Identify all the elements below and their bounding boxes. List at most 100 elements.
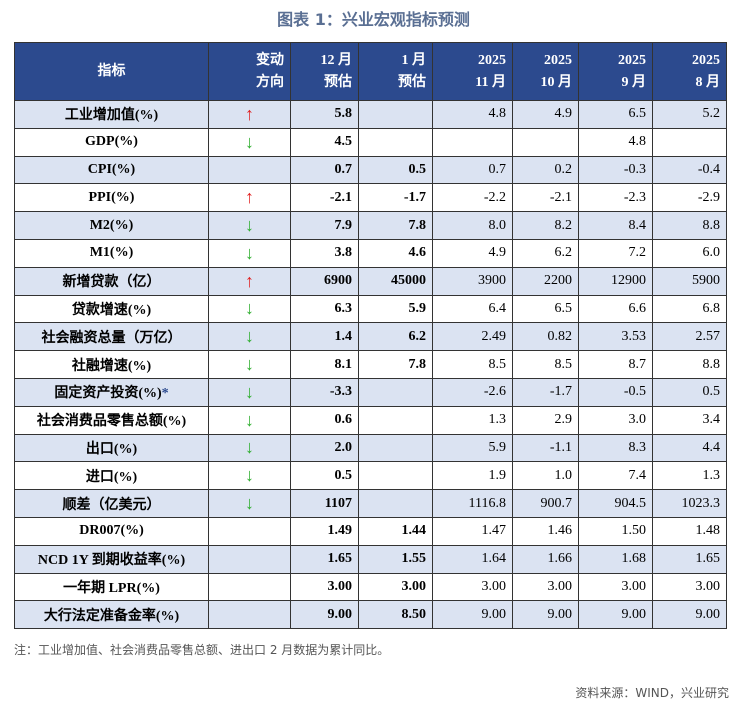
cell-text: 9.00 <box>621 606 647 622</box>
table-row: 顺差（亿美元） ↓ 1107 1116.8 900.7 904.5 1023.3 <box>14 489 727 518</box>
table-cell: 12900 <box>578 266 653 296</box>
table-cell: -1.7 <box>358 183 433 213</box>
header-row: 指标 变动 方向 12 月预估 1 月预估 2025 11 月 2025 10 月 2025 9 月… <box>14 42 727 101</box>
table-cell: 0.5 <box>290 461 359 491</box>
cell-text: 工业增加值(%) <box>64 108 159 124</box>
table-cell: 8.5 <box>432 350 513 379</box>
table-cell: 9.00 <box>652 600 727 630</box>
table-cell <box>358 489 433 518</box>
cell-text: 3.53 <box>621 328 647 344</box>
table-cell: 6.3 <box>290 294 359 324</box>
cell-text: 社融增速(%) <box>71 358 152 374</box>
direction-arrow: ↑ <box>245 187 254 208</box>
table-cell: 1.64 <box>432 544 513 574</box>
table-cell: 新增贷款（亿） <box>14 266 209 296</box>
table-cell: PPI(%) <box>14 183 209 213</box>
cell-text: 固定资产投资(%) <box>54 386 162 402</box>
table-cell: -3.3 <box>290 377 359 407</box>
cell-text: 9.00 <box>547 606 573 622</box>
header-text: 2025 <box>544 52 572 68</box>
cell-text: -2.6 <box>483 384 506 400</box>
cell-text: 0.5 <box>702 384 721 400</box>
cell-text: 新增贷款（亿） <box>62 275 161 291</box>
cell-text: PPI(%) <box>88 189 135 205</box>
table-cell: 3.00 <box>512 572 579 602</box>
table-cell: 9.00 <box>512 600 579 630</box>
table-cell: 0.82 <box>512 322 579 352</box>
cell-text: 7.8 <box>408 217 427 233</box>
cell-text: -1.7 <box>549 384 572 400</box>
cell-text: 6.4 <box>488 300 507 316</box>
table-cell: ↑ <box>208 266 291 296</box>
table-cell <box>432 127 513 157</box>
table-cell: 3.00 <box>578 572 653 602</box>
cell-text: 1.55 <box>401 551 427 567</box>
table-cell: 社会消费品零售总额(%) <box>14 405 209 435</box>
header-cell: 指标 <box>14 42 209 101</box>
cell-text: 4.9 <box>488 245 507 261</box>
direction-arrow: ↓ <box>245 298 254 319</box>
cell-text: 3.8 <box>334 245 353 261</box>
cell-text: 4.6 <box>408 245 427 261</box>
forecast-table: 指标 变动 方向 12 月预估 1 月预估 2025 11 月 2025 10 月 2025 9 月… <box>14 42 727 630</box>
cell-text: CPI(%) <box>87 161 136 177</box>
table-cell: 4.8 <box>432 100 513 129</box>
table-cell: 3900 <box>432 266 513 296</box>
cell-text: 2.57 <box>695 328 721 344</box>
header-cell: 变动 方向 <box>208 42 291 101</box>
table-row: GDP(%) ↓ 4.5 4.8 <box>14 127 727 157</box>
table-cell <box>358 405 433 435</box>
table-cell: 4.6 <box>358 238 433 268</box>
cell-text: -2.1 <box>549 189 572 205</box>
table-cell: 8.3 <box>578 433 653 463</box>
table-cell: 3.00 <box>432 572 513 602</box>
table-cell: 9.00 <box>290 600 359 630</box>
cell-text: 4.4 <box>702 439 721 455</box>
cell-text: 1.0 <box>554 467 573 483</box>
cell-text: 4.9 <box>554 106 573 122</box>
table-cell <box>512 127 579 157</box>
footnote-mark: * <box>161 386 169 402</box>
table-row: 一年期 LPR(%) 3.00 3.00 3.00 3.00 3.00 3.00 <box>14 572 727 602</box>
cell-text: 7.2 <box>628 245 647 261</box>
table-cell: 2.57 <box>652 322 727 352</box>
cell-text: 8.3 <box>628 439 647 455</box>
table-cell: -0.4 <box>652 155 727 185</box>
cell-text: -1.7 <box>403 189 426 205</box>
table-cell: 2.9 <box>512 405 579 435</box>
table-cell: ↓ <box>208 127 291 157</box>
table-cell: 2200 <box>512 266 579 296</box>
header-cell: 2025 10 月 <box>512 42 579 101</box>
cell-text: 8.5 <box>554 356 573 372</box>
table-row: 社会消费品零售总额(%) ↓ 0.6 1.3 2.9 3.0 3.4 <box>14 405 727 435</box>
table-cell: 0.6 <box>290 405 359 435</box>
table-cell <box>208 600 291 630</box>
cell-text: 1107 <box>324 495 352 511</box>
table-cell: 7.9 <box>290 211 359 240</box>
cell-text: 5.2 <box>702 106 721 122</box>
table-cell: 3.00 <box>652 572 727 602</box>
cell-text: 1.66 <box>547 551 573 567</box>
table-cell: 1.65 <box>290 544 359 574</box>
table-cell: 社融增速(%) <box>14 350 209 379</box>
direction-arrow: ↑ <box>245 103 254 124</box>
table-cell: 4.9 <box>432 238 513 268</box>
header-text: 2025 <box>692 52 720 68</box>
cell-text: 8.50 <box>401 606 427 622</box>
cell-text: 一年期 LPR(%) <box>63 580 160 596</box>
direction-arrow: ↓ <box>245 409 254 430</box>
cell-text: 8.2 <box>554 217 573 233</box>
cell-text: 0.5 <box>408 161 427 177</box>
table-cell: 贷款增速(%) <box>14 294 209 324</box>
table-cell: -2.1 <box>512 183 579 213</box>
cell-text: 7.4 <box>628 467 647 483</box>
cell-text: -0.5 <box>623 384 646 400</box>
table-cell: 8.8 <box>652 350 727 379</box>
table-cell: 社会融资总量（万亿） <box>14 322 209 352</box>
source: 资料来源：WIND，兴业研究 <box>575 686 729 700</box>
table-cell: 1.9 <box>432 461 513 491</box>
table-cell <box>358 100 433 129</box>
header-text: 2025 <box>478 52 506 68</box>
table-cell: 4.8 <box>578 127 653 157</box>
cell-text: M1(%) <box>89 245 134 261</box>
